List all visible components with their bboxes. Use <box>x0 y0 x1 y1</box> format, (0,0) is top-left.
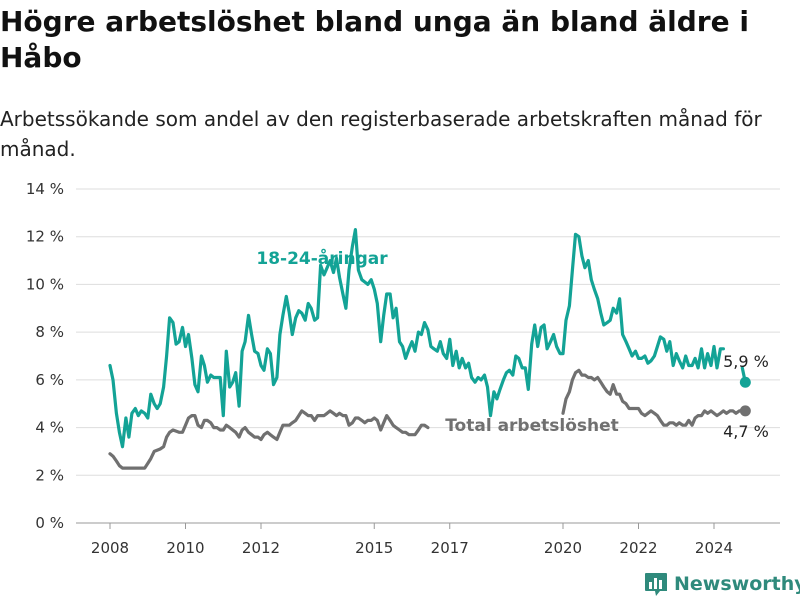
chart-title: Högre arbetslöshet bland unga än bland ä… <box>0 5 749 74</box>
newsworthy-logo: Newsworthy <box>644 570 800 598</box>
y-tick-label: 6 % <box>35 371 64 389</box>
y-tick-label: 0 % <box>35 514 64 532</box>
youth-end-label: 5,9 % <box>723 352 769 371</box>
x-tick-label: 2008 <box>91 539 129 557</box>
x-axis: 2008 2010 2012 2015 2017 2020 2022 2024 <box>91 523 733 557</box>
series-label-youth: 18-24-åringar <box>256 247 388 269</box>
y-tick-label: 4 % <box>35 419 64 437</box>
y-axis: 0 % 2 % 4 % 6 % 8 % 10 % 12 % 14 % <box>26 180 64 532</box>
y-tick-label: 10 % <box>26 275 64 293</box>
series-lines <box>108 228 747 470</box>
x-tick-label: 2015 <box>355 539 393 557</box>
x-tick-label: 2022 <box>619 539 657 557</box>
series-label-total: Total arbetslöshet <box>445 416 619 436</box>
total-end-label: 4,7 % <box>723 422 769 441</box>
brand-name: Newsworthy <box>674 573 800 595</box>
total-end-point <box>739 405 751 417</box>
x-tick-label: 2024 <box>695 539 733 557</box>
total-series-line <box>108 368 747 470</box>
x-tick-label: 2017 <box>431 539 469 557</box>
x-tick-label: 2020 <box>544 539 582 557</box>
x-tick-label: 2012 <box>242 539 280 557</box>
bar-chart-logo-icon <box>645 573 667 596</box>
youth-end-point <box>739 376 751 388</box>
x-tick-label: 2010 <box>166 539 204 557</box>
youth-series-line <box>108 228 747 449</box>
chart-subtitle: Arbetssökande som andel av den registerb… <box>0 107 762 161</box>
y-tick-label: 12 % <box>26 228 64 246</box>
y-tick-label: 8 % <box>35 323 64 341</box>
y-tick-label: 2 % <box>35 466 64 484</box>
y-tick-label: 14 % <box>26 180 64 198</box>
